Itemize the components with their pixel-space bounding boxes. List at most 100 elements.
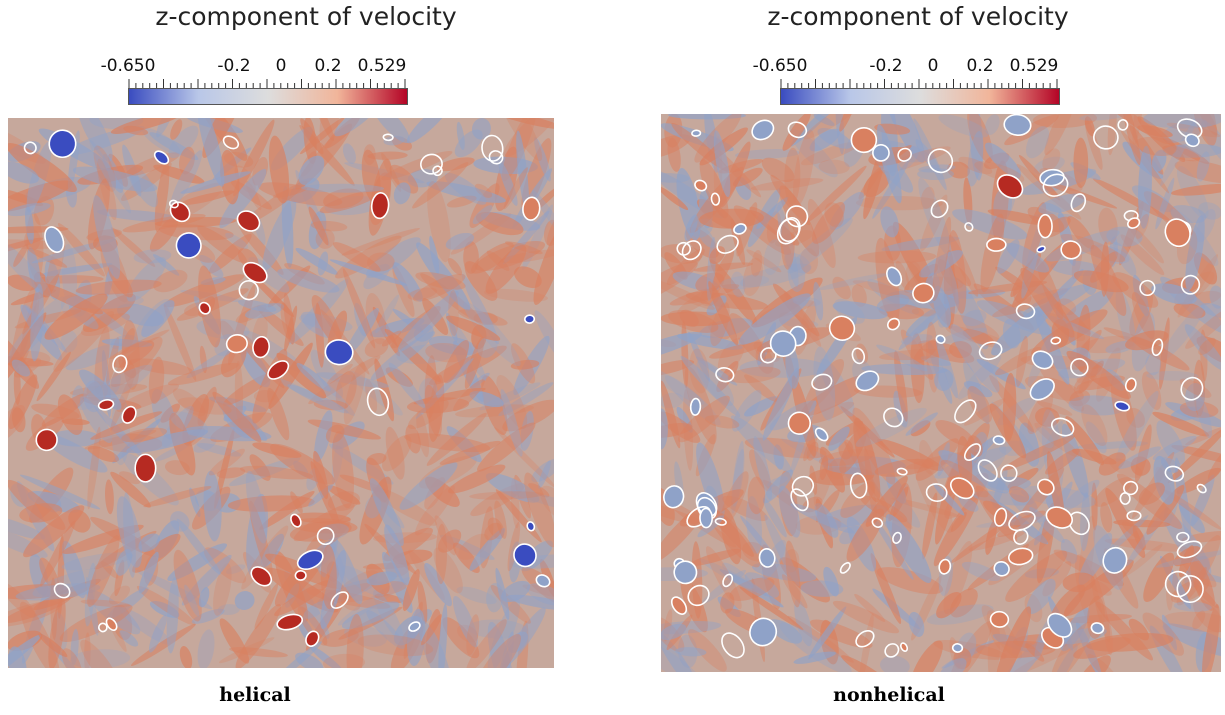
field-streak	[453, 379, 485, 412]
vortex-contour	[1180, 274, 1201, 295]
field-streak	[770, 174, 811, 226]
field-streak	[516, 130, 530, 214]
field-streak	[330, 537, 363, 605]
field-streak	[189, 487, 201, 518]
field-streak	[178, 146, 195, 175]
field-streak	[234, 591, 255, 610]
field-streak	[199, 254, 224, 278]
field-streak	[113, 340, 155, 368]
vortex-contour	[1037, 478, 1055, 496]
field-streak	[1008, 486, 1030, 503]
vortex-contour	[481, 134, 504, 162]
field-streak	[512, 490, 554, 514]
vortex-contour	[1068, 511, 1090, 536]
field-streak	[952, 209, 1028, 240]
field-streak	[957, 354, 1002, 400]
field-streak	[290, 518, 358, 534]
field-streak	[787, 256, 806, 292]
field-streak	[1080, 492, 1090, 552]
vortex-contour	[1176, 575, 1204, 604]
field-streak	[373, 589, 404, 642]
field-streak	[433, 547, 463, 594]
field-streak	[744, 396, 779, 417]
vortex-contour	[950, 477, 975, 500]
field-streak	[934, 368, 954, 391]
field-streak	[416, 242, 471, 311]
field-streak	[471, 242, 514, 274]
field-streak	[284, 305, 298, 352]
vortex-contour	[1176, 531, 1190, 543]
field-streak	[442, 617, 480, 659]
field-streak	[800, 373, 873, 417]
field-streak	[178, 397, 232, 415]
field-streak	[1209, 285, 1221, 309]
field-streak	[661, 311, 731, 327]
panel-caption: helical	[219, 684, 291, 706]
field-streak	[863, 170, 891, 198]
field-streak	[685, 291, 769, 310]
field-streak	[87, 178, 110, 250]
field-streak	[303, 600, 329, 619]
field-streak	[832, 301, 888, 320]
field-streak	[751, 249, 763, 277]
vortex-contour	[305, 630, 320, 647]
field-streak	[332, 242, 381, 272]
field-streak	[27, 247, 41, 293]
field-streak	[985, 142, 1021, 179]
field-streak	[93, 195, 121, 279]
field-streak	[1005, 550, 1068, 602]
vortex-contour	[896, 467, 908, 476]
field-streak	[495, 567, 510, 620]
field-streak	[790, 503, 855, 534]
field-streak	[301, 183, 385, 193]
field-streak	[898, 312, 937, 351]
vortex-contour	[710, 192, 721, 206]
field-streak	[1005, 242, 1050, 273]
field-streak	[464, 261, 498, 301]
field-streak	[436, 157, 475, 172]
field-streak	[851, 284, 867, 307]
field-streak	[1051, 644, 1078, 672]
field-streak	[327, 491, 360, 511]
field-streak	[325, 424, 345, 443]
field-streak	[138, 533, 160, 552]
field-streak	[149, 217, 179, 252]
field-streak	[93, 145, 116, 192]
field-streak	[1106, 226, 1143, 247]
field-streak	[1035, 427, 1054, 449]
vortex-contour	[951, 643, 964, 653]
colorbar	[128, 88, 408, 105]
field-streak	[1180, 556, 1217, 588]
field-streak	[8, 274, 37, 291]
field-streak	[212, 391, 262, 443]
vortex-contour	[236, 210, 261, 232]
field-streak	[538, 460, 551, 489]
field-streak	[469, 391, 504, 408]
field-streak	[197, 118, 225, 187]
field-streak	[317, 251, 329, 276]
field-streak	[466, 619, 507, 668]
vortex-contour	[790, 488, 809, 512]
field-streak	[913, 339, 940, 365]
vortex-contour	[153, 150, 170, 165]
vortex-contour	[851, 347, 866, 365]
field-streak	[197, 629, 215, 668]
field-streak	[958, 156, 993, 175]
vortex-contour	[488, 150, 504, 165]
field-streak	[749, 449, 772, 492]
vortex-contour	[978, 341, 1003, 361]
colorbar-tick-label: -0.2	[869, 56, 903, 76]
field-streak	[1026, 578, 1056, 615]
field-streak	[8, 634, 42, 668]
field-streak	[1088, 579, 1112, 596]
field-streak	[838, 439, 854, 460]
field-streak	[41, 433, 108, 473]
field-streak	[399, 462, 458, 510]
field-streak	[777, 204, 799, 287]
field-streak	[1163, 611, 1221, 633]
field-streak	[153, 164, 205, 184]
field-streak	[981, 442, 1007, 473]
vortex-contour	[963, 443, 982, 461]
field-streak	[502, 607, 546, 668]
field-streak	[1162, 145, 1201, 162]
